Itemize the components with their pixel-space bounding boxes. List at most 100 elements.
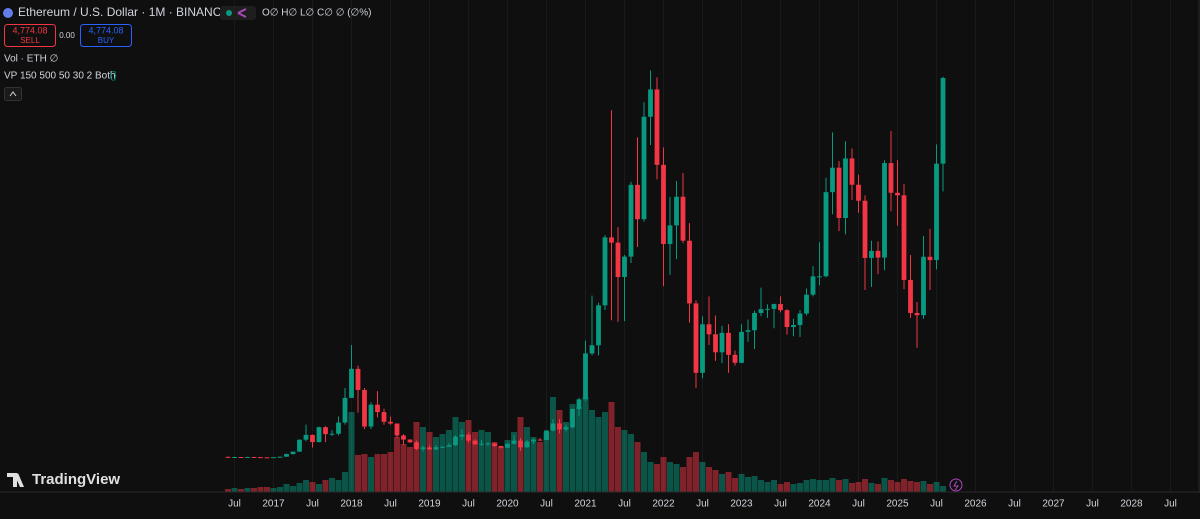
grid (234, 0, 1171, 492)
volume-bar (751, 476, 758, 492)
volume-bar (303, 480, 309, 492)
volume-bar (472, 432, 478, 492)
buy-button[interactable] (80, 24, 132, 47)
volume-bar (316, 484, 322, 492)
volume-bar (738, 474, 745, 492)
candle-body (459, 434, 465, 437)
volume-bar (296, 483, 303, 492)
candle-body (791, 324, 796, 328)
volume-bar (270, 488, 277, 492)
candle-body (446, 445, 452, 447)
volume-bar (634, 442, 641, 492)
candle-body (401, 435, 406, 440)
volume-bar (667, 462, 673, 492)
candle-body (544, 430, 549, 441)
volume-bar (836, 480, 842, 492)
candle-body (479, 443, 484, 445)
vp-icon: {} (110, 71, 117, 82)
volume-bar (290, 486, 296, 492)
volume-bar (309, 482, 316, 492)
x-tick-label: Jul (1086, 499, 1099, 510)
candle-body (355, 368, 361, 390)
volume-bar (894, 482, 901, 492)
candle-body (836, 167, 842, 219)
volume-bar (745, 477, 751, 492)
volume-bar (699, 462, 706, 492)
volume-bar (537, 442, 543, 492)
volume-bar (582, 397, 589, 492)
volume-bar (920, 481, 927, 492)
x-tick-label: Jul (1164, 499, 1177, 510)
candle-body (706, 324, 712, 335)
volume-bar (478, 430, 485, 492)
candle-body (329, 433, 335, 435)
candle-body (700, 324, 705, 373)
candle-body (284, 454, 289, 457)
candle-body (420, 447, 426, 450)
candle-body (687, 240, 692, 304)
collapse-icon (9, 91, 17, 97)
volume-bar (550, 397, 556, 492)
volume-bar (706, 467, 712, 492)
volume-bar (407, 447, 413, 492)
volume-bar (387, 452, 394, 492)
x-tick-label: 2018 (340, 499, 363, 510)
candle-body (765, 308, 770, 310)
volume-bar (446, 430, 452, 492)
volume-bar (420, 427, 426, 492)
candle-body (823, 192, 829, 277)
candle-body (537, 439, 543, 441)
volume-bar (413, 422, 420, 492)
candle-body (251, 456, 257, 458)
candle-body (693, 303, 699, 373)
volume-bar (277, 487, 283, 492)
volume-bar (693, 452, 699, 492)
volume-bar (563, 422, 569, 492)
candle-body (589, 345, 595, 354)
volume-bar (283, 484, 290, 492)
candle-body (576, 399, 582, 409)
symbol-title[interactable]: Ethereum / U.S. Dollar · 1M · BINANCE (18, 5, 229, 19)
collapse-button[interactable] (4, 87, 22, 101)
volume-bar (810, 479, 816, 492)
volume-bar (621, 430, 628, 492)
x-tick-label: Jul (540, 499, 553, 510)
volume-bar (264, 487, 270, 492)
candle-body (804, 294, 809, 314)
candle-body (342, 397, 348, 423)
volume-bar (803, 480, 810, 492)
x-tick-label: Jul (384, 499, 397, 510)
volume-bar (225, 489, 231, 492)
volume-bar (660, 457, 667, 492)
volume-bar (504, 440, 511, 492)
event-icon[interactable] (949, 478, 963, 492)
x-tick-label: 2028 (1120, 499, 1143, 510)
candle-body (232, 457, 237, 459)
vp-legend[interactable]: VP 150 500 50 30 2 Both (4, 71, 116, 82)
volume-bar (589, 410, 595, 492)
candle-body (388, 421, 393, 424)
volume-bar (517, 417, 524, 492)
volume-bar (530, 437, 537, 492)
candle-body (258, 457, 263, 459)
volume-bar (335, 480, 342, 492)
volume-bar (862, 479, 868, 492)
candle-body (927, 256, 933, 261)
volume-bar (790, 484, 797, 492)
sell-button[interactable] (4, 24, 56, 47)
candle-body (531, 439, 536, 442)
candle-body (602, 237, 608, 306)
candle-body (472, 440, 478, 445)
ohlc: O∅ H∅ L∅ C∅ ∅ (∅%) (262, 8, 372, 19)
candle-body (407, 439, 413, 443)
volume-bar (465, 420, 472, 492)
candle-body (745, 330, 751, 332)
volume-bar (491, 442, 498, 492)
candle-body (375, 404, 380, 413)
volume-bar (459, 422, 465, 492)
volume-bar (576, 407, 582, 492)
volume-bar (901, 479, 907, 492)
candle-body (901, 195, 907, 280)
volume-bar (855, 482, 862, 492)
vol-legend[interactable]: Vol · ETH ∅ (4, 54, 58, 65)
